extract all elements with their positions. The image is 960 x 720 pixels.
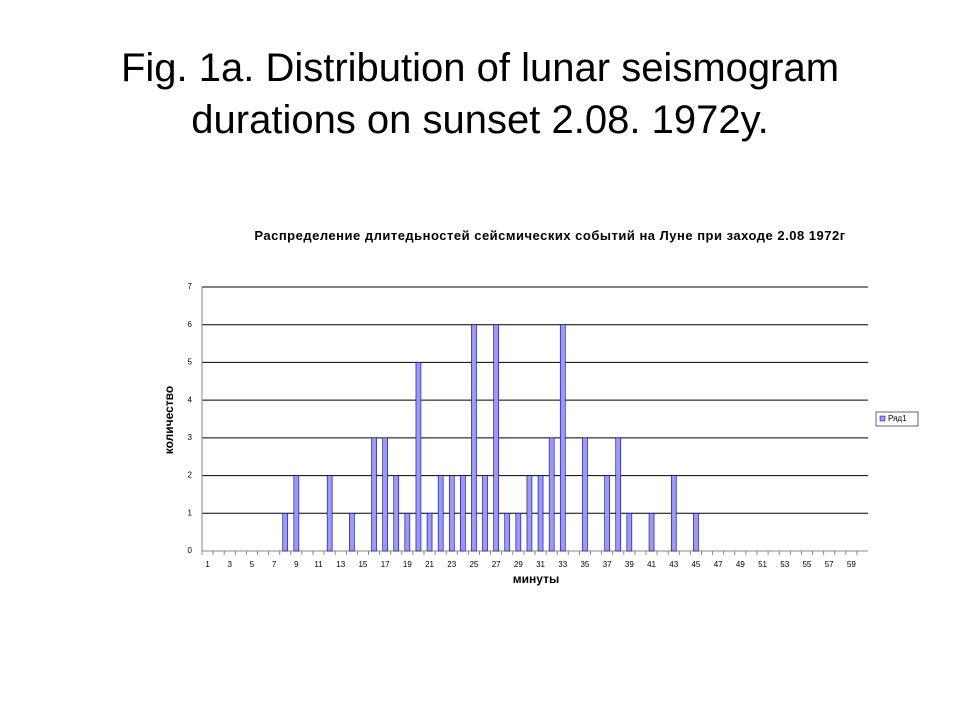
x-tick-label: 9	[294, 560, 299, 569]
x-tick-label: 11	[314, 560, 323, 569]
bar	[548, 437, 555, 552]
legend-swatch	[879, 415, 886, 422]
bar	[426, 512, 433, 552]
bar	[504, 512, 511, 552]
x-tick-label: 33	[558, 560, 567, 569]
y-tick-label: 7	[188, 282, 193, 291]
x-tick-label: 51	[758, 560, 767, 569]
bar	[604, 475, 610, 552]
bar	[471, 324, 477, 552]
y-tick-label: 1	[188, 508, 193, 517]
legend-label: Ряд1	[888, 414, 907, 423]
bar	[371, 437, 377, 552]
bar	[293, 475, 300, 552]
x-tick-label: 17	[381, 560, 390, 569]
bar	[626, 512, 633, 552]
x-tick-label: 47	[714, 560, 723, 569]
x-tick-label: 31	[536, 560, 545, 569]
bar	[515, 512, 522, 552]
bar	[448, 475, 455, 552]
x-tick-label: 13	[336, 560, 345, 569]
x-axis-label: минуты	[513, 572, 559, 586]
bar	[693, 512, 699, 552]
x-tick-label: 5	[250, 560, 255, 569]
bar	[460, 475, 466, 552]
x-tick-label: 55	[802, 560, 811, 569]
bar	[615, 437, 622, 552]
x-tick-label: 25	[469, 560, 478, 569]
x-tick-label: 45	[691, 560, 700, 569]
y-axis-label: количество	[162, 386, 176, 454]
x-tick-label: 57	[825, 560, 834, 569]
bar	[582, 437, 588, 552]
y-tick-label: 4	[188, 395, 193, 404]
bar	[415, 362, 422, 552]
bar	[559, 324, 566, 552]
y-tick-label: 3	[188, 433, 193, 442]
y-tick-label: 5	[188, 358, 193, 367]
bar	[437, 475, 444, 552]
x-tick-label: 23	[447, 560, 456, 569]
y-tick-label: 0	[188, 546, 193, 555]
bar	[537, 475, 544, 552]
bar	[482, 475, 488, 552]
bar	[349, 512, 355, 552]
legend-box	[875, 411, 919, 427]
x-tick-label: 21	[425, 560, 434, 569]
bar	[282, 512, 289, 552]
x-tick-label: 27	[492, 560, 501, 569]
bar	[326, 475, 333, 552]
bar	[670, 475, 677, 552]
bar	[648, 512, 655, 552]
bar	[393, 475, 400, 552]
x-tick-label: 53	[780, 560, 789, 569]
x-tick-label: 1	[205, 560, 210, 569]
x-tick-label: 7	[272, 560, 277, 569]
x-tick-label: 41	[647, 560, 656, 569]
x-tick-label: 39	[625, 560, 634, 569]
y-tick-label: 2	[188, 471, 193, 480]
x-tick-label: 29	[514, 560, 523, 569]
bar	[404, 512, 411, 552]
bar	[382, 437, 388, 552]
x-tick-label: 49	[736, 560, 745, 569]
x-tick-label: 37	[603, 560, 612, 569]
slide-title: Fig. 1a. Distribution of lunar seismogra…	[120, 46, 840, 142]
bar	[526, 475, 533, 552]
x-tick-label: 35	[580, 560, 589, 569]
x-tick-label: 3	[228, 560, 233, 569]
chart-title: Распределение длитедьностей сейсмических…	[254, 228, 846, 243]
x-tick-label: 15	[358, 560, 367, 569]
bar	[493, 324, 499, 552]
x-tick-label: 43	[669, 560, 678, 569]
x-tick-label: 59	[847, 560, 856, 569]
y-tick-label: 6	[188, 320, 193, 329]
x-tick-label: 19	[403, 560, 412, 569]
